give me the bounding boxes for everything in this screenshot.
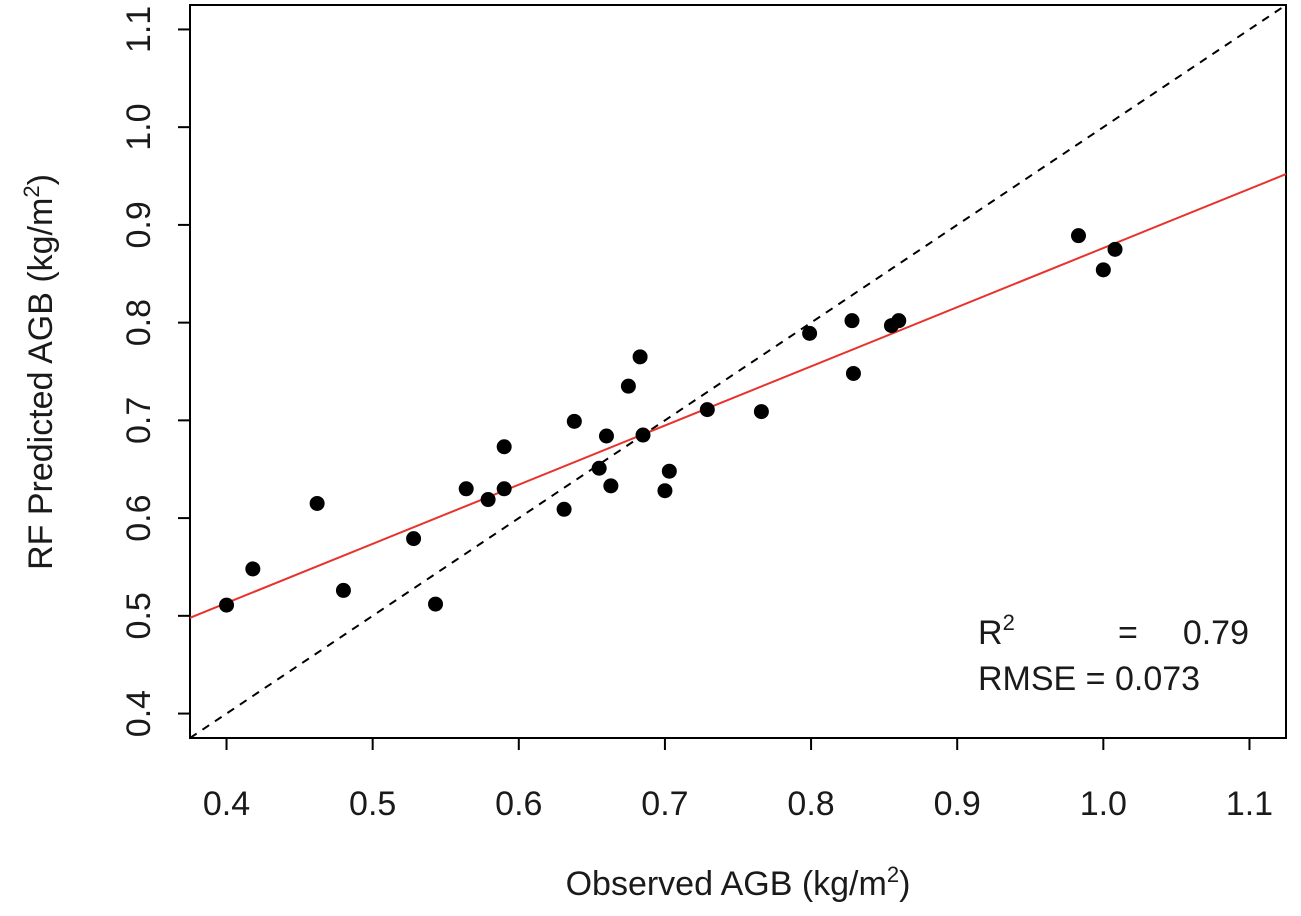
data-point: [556, 501, 572, 517]
data-point: [753, 404, 769, 420]
rmse-annotation: RMSE = 0.073: [978, 660, 1200, 698]
x-tick-label: 0.6: [495, 785, 542, 823]
x-tick-label: 0.5: [349, 785, 396, 823]
r2-annotation: R2: [978, 610, 1015, 652]
x-tick-label: 0.8: [787, 785, 834, 823]
data-point: [406, 531, 422, 547]
r2-value: 0.79: [1183, 614, 1249, 652]
data-point: [335, 582, 351, 598]
x-axis-title: Observed AGB (kg/m2): [566, 862, 911, 903]
x-tick-label: 0.4: [203, 785, 250, 823]
data-point: [566, 413, 582, 429]
y-tick-label: 0.9: [120, 201, 158, 248]
plot-frame: [189, 4, 1287, 739]
data-point: [891, 313, 907, 329]
x-tick-label: 1.1: [1226, 785, 1273, 823]
data-point: [657, 483, 673, 499]
data-point: [603, 478, 619, 494]
data-point: [480, 492, 496, 508]
data-point: [1095, 262, 1111, 278]
y-tick-label: 0.4: [120, 690, 158, 737]
data-point: [635, 427, 651, 443]
data-point: [598, 428, 614, 444]
x-tick-label: 1.0: [1080, 785, 1127, 823]
data-point: [844, 313, 860, 329]
data-point: [1107, 241, 1123, 257]
data-point: [496, 481, 512, 497]
y-tick-label: 0.5: [120, 592, 158, 639]
y-tick-label: 0.7: [120, 397, 158, 444]
y-axis: 0.4 0.5 0.6 0.7 0.8 0.9 1.0 1.1: [120, 6, 190, 737]
one-to-one-line: [189, 4, 1287, 739]
data-point: [845, 365, 861, 381]
data-point: [620, 378, 636, 394]
y-tick-label: 1.0: [120, 104, 158, 151]
y-tick-label: 1.1: [120, 6, 158, 53]
data-point: [496, 439, 512, 455]
data-point: [428, 596, 444, 612]
data-point: [802, 325, 818, 341]
y-tick-label: 0.8: [120, 299, 158, 346]
r2-equals: =: [1118, 614, 1138, 652]
data-points: [219, 228, 1123, 613]
data-point: [458, 481, 474, 497]
data-point: [309, 495, 325, 511]
y-axis-title: RF Predicted AGB (kg/m2): [19, 174, 60, 570]
data-point: [245, 561, 261, 577]
data-point: [1070, 228, 1086, 244]
reference-lines: [189, 4, 1287, 739]
regression-line: [189, 173, 1287, 619]
y-tick-label: 0.6: [120, 494, 158, 541]
data-point: [591, 460, 607, 476]
data-point: [219, 597, 235, 613]
x-tick-label: 0.7: [641, 785, 688, 823]
x-tick-label: 0.9: [934, 785, 981, 823]
data-point: [699, 402, 715, 418]
data-point: [661, 463, 677, 479]
x-axis: 0.4 0.5 0.6 0.7 0.8 0.9 1.0 1.1: [203, 738, 1273, 823]
data-point: [632, 349, 648, 365]
